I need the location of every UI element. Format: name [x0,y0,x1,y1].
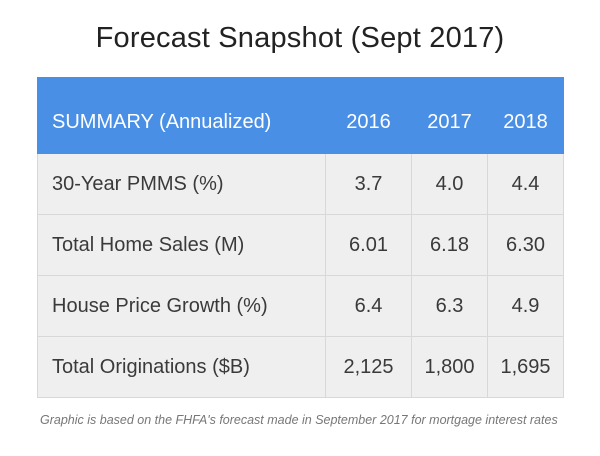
table-cell: 3.7 [325,153,412,215]
table-cell: 6.30 [487,214,564,276]
header-cell-summary: SUMMARY (Annualized) [37,77,326,154]
table-cell: 6.3 [411,275,488,337]
header-row: SUMMARY (Annualized) 2016 2017 2018 [37,77,564,154]
chart-title: Forecast Snapshot (Sept 2017) [95,22,505,54]
row-label: House Price Growth (%) [37,275,326,337]
row-label: Total Home Sales (M) [37,214,326,276]
table-cell: 2,125 [325,336,412,398]
table-row: 30-Year PMMS (%) 3.7 4.0 4.4 [37,153,564,215]
table-cell: 1,800 [411,336,488,398]
table-cell: 1,695 [487,336,564,398]
forecast-table: SUMMARY (Annualized) 2016 2017 2018 30-Y… [37,77,564,398]
table-row: Total Originations ($B) 2,125 1,800 1,69… [37,336,564,398]
header-cell-2016: 2016 [325,77,412,154]
header-cell-2018: 2018 [487,77,564,154]
table-cell: 4.4 [487,153,564,215]
row-label: Total Originations ($B) [37,336,326,398]
table-cell: 4.9 [487,275,564,337]
table-cell: 4.0 [411,153,488,215]
table-cell: 6.01 [325,214,412,276]
table-cell: 6.18 [411,214,488,276]
footnote: Graphic is based on the FHFA's forecast … [40,413,558,427]
row-label: 30-Year PMMS (%) [37,153,326,215]
table-cell: 6.4 [325,275,412,337]
header-cell-2017: 2017 [411,77,488,154]
table-row: Total Home Sales (M) 6.01 6.18 6.30 [37,214,564,276]
table-row: House Price Growth (%) 6.4 6.3 4.9 [37,275,564,337]
